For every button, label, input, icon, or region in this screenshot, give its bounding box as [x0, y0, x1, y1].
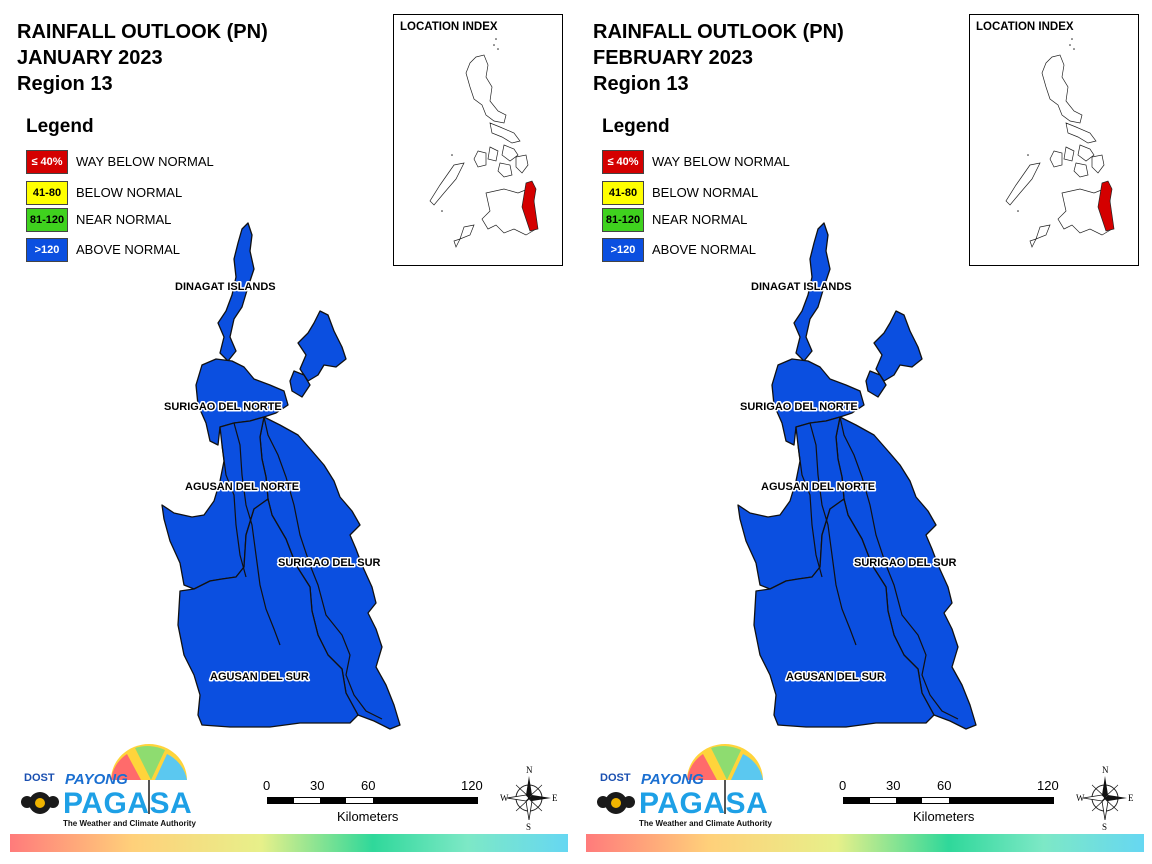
title-line-2: FEBRUARY 2023 [593, 47, 754, 69]
scale-label-30: 30 [886, 778, 901, 793]
scale-bar: 0 30 60 120 Kilometers [262, 778, 492, 828]
scale-label-120: 120 [1037, 778, 1059, 793]
payong-pagasa-logo: DOST PAYONG PAGASA The Weather and Clima… [15, 740, 196, 832]
compass-n: N [1102, 765, 1109, 775]
scale-unit: Kilometers [913, 809, 975, 824]
label-agusan-del-norte: AGUSAN DEL NORTE [761, 481, 875, 493]
dinagat-islands-shape [793, 222, 831, 362]
label-surigao-del-norte: SURIGAO DEL NORTE [740, 401, 858, 413]
philippines-inset-map [1005, 38, 1115, 248]
region-13-map: DINAGAT ISLANDS SURIGAO DEL NORTE AGUSAN… [737, 222, 977, 730]
region-13-map: DINAGAT ISLANDS SURIGAO DEL NORTE AGUSAN… [161, 222, 401, 730]
legend-swatch: >120 [602, 238, 644, 262]
scale-label-0: 0 [839, 778, 847, 793]
logo-pagasa-text: PAGASA [639, 787, 769, 820]
logo-pagasa-text: PAGASA [63, 787, 193, 820]
footer-gradient-bar [10, 834, 568, 852]
legend-label: BELOW NORMAL [652, 185, 759, 200]
scale-label-0: 0 [263, 778, 271, 793]
legend-swatch: >120 [26, 238, 68, 262]
map-title: RAINFALL OUTLOOK (PN) FEBRUARY 2023 Regi… [593, 19, 844, 97]
title-line-3: Region 13 [593, 73, 689, 95]
legend-label: WAY BELOW NORMAL [652, 154, 790, 169]
label-surigao-del-norte: SURIGAO DEL NORTE [164, 401, 282, 413]
label-dinagat-islands: DINAGAT ISLANDS [175, 281, 276, 293]
scale-label-60: 60 [937, 778, 952, 793]
january-outlook-panel: RAINFALL OUTLOOK (PN) JANUARY 2023 Regio… [10, 14, 568, 852]
region-13-highlight [1097, 180, 1115, 232]
legend-label: WAY BELOW NORMAL [76, 154, 214, 169]
legend-swatch: 81-120 [26, 208, 68, 232]
location-index-inset: LOCATION INDEX [393, 14, 563, 266]
february-outlook-panel: RAINFALL OUTLOOK (PN) FEBRUARY 2023 Regi… [576, 0, 1152, 864]
compass-e: E [552, 793, 558, 803]
logo-payong-text: PAYONG [65, 771, 128, 788]
legend-label: ABOVE NORMAL [76, 242, 181, 257]
scale-bar-graphic [843, 797, 1054, 804]
label-dinagat-islands: DINAGAT ISLANDS [751, 281, 852, 293]
title-line-2: JANUARY 2023 [17, 47, 163, 69]
compass-w: W [500, 793, 509, 803]
label-agusan-del-sur: AGUSAN DEL SUR [210, 671, 309, 683]
dinagat-islands-shape [217, 222, 255, 362]
north-arrow-icon: N S W E [500, 762, 558, 832]
map-title: RAINFALL OUTLOOK (PN) JANUARY 2023 Regio… [17, 19, 268, 97]
logo-dost-text: DOST [24, 772, 55, 784]
scale-unit: Kilometers [337, 809, 399, 824]
philippines-inset-map [429, 38, 539, 248]
logo-dost-text: DOST [600, 772, 631, 784]
label-agusan-del-norte: AGUSAN DEL NORTE [185, 481, 299, 493]
logo-tagline: The Weather and Climate Authority [63, 819, 196, 828]
scale-bar: 0 30 60 120 Kilometers [838, 778, 1068, 828]
legend-label: ABOVE NORMAL [652, 242, 757, 257]
location-index-label: LOCATION INDEX [976, 21, 1074, 33]
legend-label: BELOW NORMAL [76, 185, 183, 200]
umbrella-logo-graphic [597, 744, 763, 814]
bucas-grande-shape [289, 370, 311, 398]
legend-swatch: ≤ 40% [26, 150, 68, 174]
legend-title: Legend [26, 116, 94, 137]
compass-w: W [1076, 793, 1085, 803]
bucas-grande-shape [865, 370, 887, 398]
scale-label-30: 30 [310, 778, 325, 793]
footer-gradient-bar [586, 834, 1144, 852]
compass-s: S [1102, 822, 1107, 832]
umbrella-logo-graphic [21, 744, 187, 814]
label-surigao-del-sur: SURIGAO DEL SUR [278, 557, 381, 569]
north-arrow-icon: N S W E [1076, 762, 1134, 832]
region-13-highlight [521, 180, 539, 232]
title-line-1: RAINFALL OUTLOOK (PN) [593, 21, 844, 43]
compass-e: E [1128, 793, 1134, 803]
legend-swatch: 41-80 [602, 181, 644, 205]
legend-label: NEAR NORMAL [76, 212, 172, 227]
location-index-inset: LOCATION INDEX [969, 14, 1139, 266]
siargao-island-shape [873, 310, 923, 382]
legend-swatch: 41-80 [26, 181, 68, 205]
title-line-3: Region 13 [17, 73, 113, 95]
logo-tagline: The Weather and Climate Authority [639, 819, 772, 828]
scale-bar-graphic [267, 797, 478, 804]
siargao-island-shape [297, 310, 347, 382]
location-index-label: LOCATION INDEX [400, 21, 498, 33]
legend-swatch: 81-120 [602, 208, 644, 232]
legend-title: Legend [602, 116, 670, 137]
label-surigao-del-sur: SURIGAO DEL SUR [854, 557, 957, 569]
label-agusan-del-sur: AGUSAN DEL SUR [786, 671, 885, 683]
legend-swatch: ≤ 40% [602, 150, 644, 174]
scale-label-60: 60 [361, 778, 376, 793]
compass-n: N [526, 765, 533, 775]
title-line-1: RAINFALL OUTLOOK (PN) [17, 21, 268, 43]
compass-s: S [526, 822, 531, 832]
scale-label-120: 120 [461, 778, 483, 793]
payong-pagasa-logo: DOST PAYONG PAGASA The Weather and Clima… [591, 740, 772, 832]
logo-payong-text: PAYONG [641, 771, 704, 788]
legend-label: NEAR NORMAL [652, 212, 748, 227]
